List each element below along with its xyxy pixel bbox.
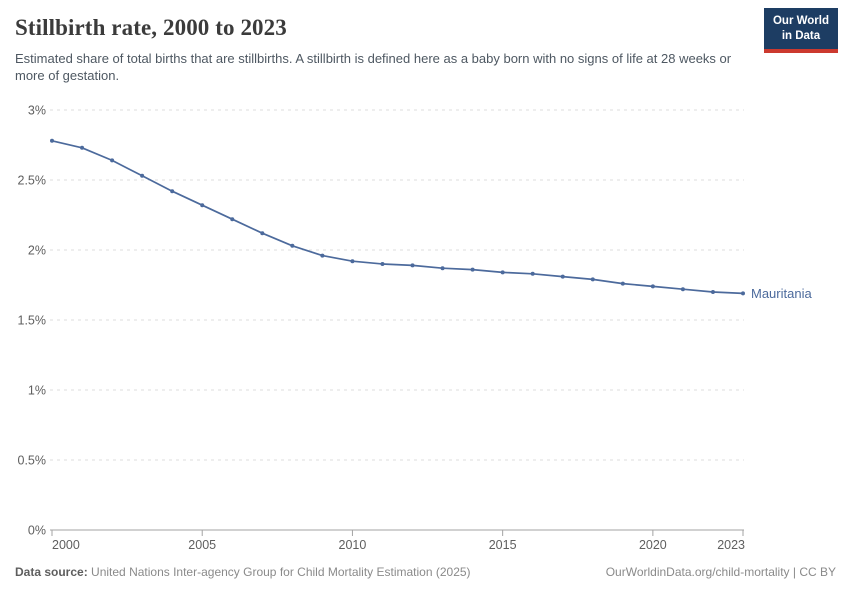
data-point-2017[interactable]	[560, 274, 565, 279]
data-point-2012[interactable]	[410, 263, 415, 268]
y-tick-label: 1.5%	[18, 314, 47, 328]
data-point-2010[interactable]	[350, 259, 355, 264]
x-tick-label: 2015	[489, 538, 517, 552]
data-point-2015[interactable]	[500, 270, 505, 275]
data-point-2011[interactable]	[380, 262, 385, 266]
page-title: Stillbirth rate, 2000 to 2023	[15, 15, 287, 40]
trend-line	[51, 139, 744, 295]
owid-logo-line-1: Our World	[772, 15, 829, 27]
data-source-text[interactable]: United Nations Inter-agency Group for Ch…	[91, 565, 471, 579]
y-tick-label: 3%	[28, 104, 46, 118]
y-tick-label: 1%	[28, 384, 46, 398]
chart-subtitle: Estimated share of total births that are…	[15, 51, 732, 83]
data-point-2005[interactable]	[200, 203, 205, 208]
data-point-2018[interactable]	[590, 277, 595, 282]
owid-logo[interactable]: Our World in Data	[763, 8, 838, 53]
data-point-2023[interactable]	[741, 291, 745, 296]
data-point-2013[interactable]	[440, 266, 445, 271]
data-point-2008[interactable]	[290, 243, 295, 248]
data-source-line: Data source: United Nations Inter-agency…	[15, 565, 471, 579]
data-point-2009[interactable]	[320, 253, 325, 258]
data-point-2020[interactable]	[650, 284, 655, 289]
data-source-label: Data source:	[15, 565, 88, 579]
data-point-2000[interactable]	[50, 138, 54, 143]
data-point-2004[interactable]	[170, 189, 175, 194]
data-point-2014[interactable]	[470, 267, 475, 272]
data-point-2002[interactable]	[110, 158, 115, 163]
data-point-2007[interactable]	[260, 231, 265, 236]
x-tick-label: 2020	[639, 538, 667, 552]
data-point-2006[interactable]	[230, 217, 235, 222]
data-point-2001[interactable]	[80, 145, 85, 150]
x-tick-label: 2010	[339, 538, 367, 552]
y-tick-label: 0%	[28, 524, 46, 538]
x-tick-label: 2000	[52, 538, 80, 552]
y-tick-label: 2.5%	[18, 174, 47, 188]
y-tick-label: 0.5%	[18, 454, 47, 468]
series-label[interactable]: Mauritania	[751, 286, 812, 301]
y-tick-label: 2%	[28, 244, 46, 258]
data-point-2022[interactable]	[710, 290, 715, 294]
data-point-2003[interactable]	[140, 173, 145, 178]
owid-url-license-link[interactable]: OurWorldinData.org/child-mortality | CC …	[605, 565, 836, 579]
data-point-2016[interactable]	[530, 271, 535, 276]
x-tick-label: 2023	[717, 538, 745, 552]
x-tick-label: 2005	[188, 538, 216, 552]
owid-logo-line-2: in Data	[781, 29, 821, 42]
chart-footer: Data source: United Nations Inter-agency…	[15, 565, 836, 579]
data-point-2021[interactable]	[680, 287, 685, 292]
data-point-2019[interactable]	[620, 281, 625, 286]
